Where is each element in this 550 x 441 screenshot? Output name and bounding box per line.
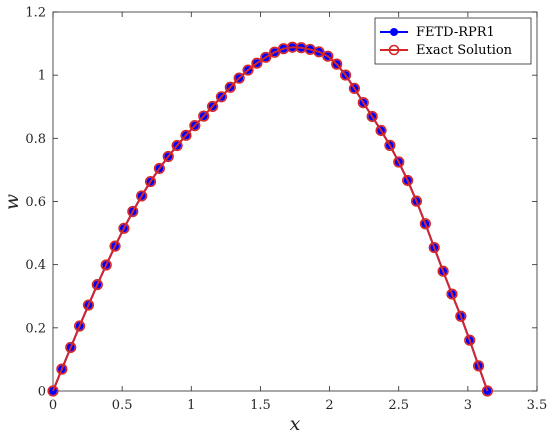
data-point-exact-solution (322, 50, 334, 62)
data-point-exact-solution (56, 363, 68, 375)
data-point-exact-solution (437, 265, 449, 277)
data-point-exact-solution (144, 175, 157, 188)
data-point-exact-solution (339, 69, 352, 81)
y-tick-label: 0 (38, 385, 46, 400)
data-point-exact-solution (73, 320, 86, 332)
x-tick-label: 3 (464, 398, 472, 413)
data-point-exact-solution (136, 190, 148, 202)
data-point-exact-solution (357, 97, 369, 109)
data-point-exact-solution (419, 218, 431, 230)
data-point-exact-solution (348, 82, 361, 95)
data-point-exact-solution (481, 385, 494, 397)
data-point-exact-solution (118, 222, 130, 234)
x-tick-label: 2 (325, 398, 333, 413)
x-tick-label: 1.5 (250, 398, 271, 413)
data-point-exact-solution (366, 110, 378, 123)
data-point-exact-solution (224, 81, 236, 93)
data-point-exact-solution (82, 299, 95, 311)
data-point-exact-solution (313, 46, 325, 58)
data-point-exact-solution (233, 72, 245, 84)
x-axis-label: x (290, 413, 301, 435)
data-point-exact-solution (109, 240, 121, 252)
legend-marker-fetd (390, 28, 398, 36)
plot-area-background (52, 11, 538, 392)
data-point-exact-solution (127, 205, 139, 218)
data-point-exact-solution (100, 259, 112, 271)
data-point-exact-solution (215, 91, 228, 103)
y-tick-label: 0.4 (25, 258, 46, 273)
data-point-exact-solution (260, 51, 272, 63)
data-point-exact-solution (189, 120, 201, 132)
legend-label-exact: Exact Solution (416, 43, 513, 58)
data-point-exact-solution (384, 139, 396, 151)
legend-box (374, 17, 532, 65)
data-point-exact-solution (91, 279, 103, 291)
data-point-exact-solution (393, 156, 405, 168)
y-tick-label: 0.6 (25, 195, 46, 210)
data-point-exact-solution (206, 100, 219, 113)
x-tick-label: 3.5 (527, 398, 548, 413)
legend-marker-exact (388, 44, 400, 56)
y-axis-label: w (1, 194, 23, 210)
legend-label-fetd: FETD-RPR1 (416, 25, 495, 40)
data-point-exact-solution (251, 57, 263, 69)
data-point-exact-solution (180, 129, 192, 141)
data-point-exact-solution (65, 341, 77, 354)
data-point-exact-solution (242, 64, 254, 76)
x-tick-label: 1 (187, 398, 195, 413)
y-tick-label: 0.2 (25, 321, 46, 336)
data-point-exact-solution (402, 174, 414, 187)
data-point-exact-solution (171, 139, 183, 152)
x-tick-label: 0.5 (112, 398, 133, 413)
data-point-exact-solution (162, 150, 174, 163)
series-layer (47, 41, 494, 397)
data-point-exact-solution (455, 310, 467, 322)
y-tick-label: 1 (38, 69, 46, 84)
x-tick-label: 0 (49, 398, 57, 413)
data-point-exact-solution (446, 288, 458, 300)
data-point-exact-solution (153, 162, 165, 175)
data-point-exact-solution (410, 195, 423, 207)
data-point-exact-solution (464, 334, 476, 346)
x-axis-ticks: 0 0.5 1 1.5 2 2.5 3 3.5 (49, 12, 547, 413)
y-tick-label: 0.8 (25, 132, 46, 147)
data-point-exact-solution (375, 124, 387, 137)
y-axis-ticks: 0 0.2 0.4 0.6 0.8 1 1.2 (25, 6, 537, 400)
y-tick-label: 1.2 (25, 6, 46, 21)
x-tick-label: 2.5 (388, 398, 409, 413)
legend: FETD-RPR1 Exact Solution (374, 17, 532, 65)
data-point-exact-solution (472, 360, 485, 372)
data-point-exact-solution (47, 385, 59, 397)
data-point-exact-solution (198, 110, 210, 122)
data-point-exact-solution (428, 241, 440, 254)
data-point-exact-solution (331, 58, 343, 70)
